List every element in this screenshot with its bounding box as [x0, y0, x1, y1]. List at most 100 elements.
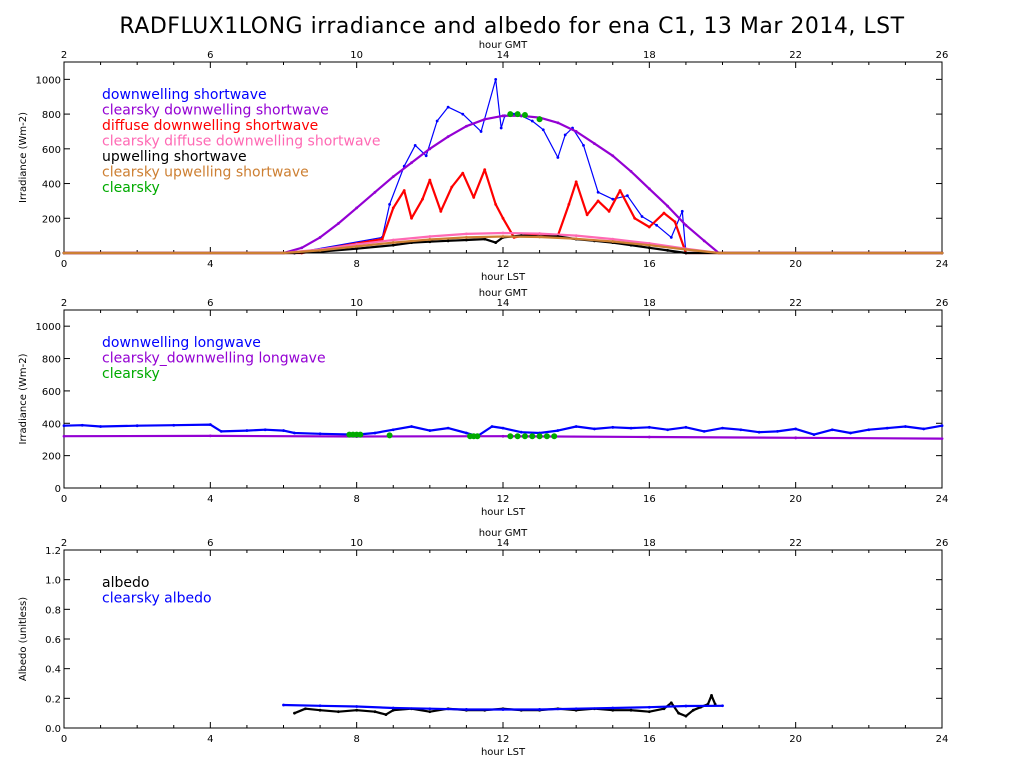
y-tick-label: 200	[42, 214, 61, 225]
x-tick-label: 24	[936, 734, 949, 745]
x2-tick-label: 14	[497, 538, 510, 549]
data-point	[355, 242, 359, 246]
data-point	[647, 246, 651, 250]
data-point	[574, 130, 578, 133]
x2-tick-label: 22	[789, 538, 802, 549]
data-point	[465, 431, 468, 435]
data-point	[680, 209, 684, 213]
data-point	[391, 706, 395, 710]
y-tick-label: 1000	[36, 322, 61, 333]
data-point	[541, 128, 545, 132]
data-point	[474, 433, 481, 440]
data-point	[318, 235, 322, 239]
data-point	[582, 143, 585, 147]
data-point	[388, 202, 391, 206]
data-point	[62, 434, 66, 438]
data-point	[940, 251, 944, 255]
y-tick-label: 0.2	[45, 694, 61, 705]
x2-tick-label: 6	[207, 50, 213, 61]
data-point	[501, 426, 505, 430]
data-point	[208, 423, 212, 426]
y-tick-label: 600	[42, 145, 61, 156]
x-tick-label: 12	[497, 259, 510, 270]
y-tick-label: 800	[42, 110, 61, 121]
data-point	[391, 708, 395, 712]
data-point	[446, 135, 450, 139]
data-point	[567, 202, 571, 206]
data-point	[501, 231, 505, 235]
data-point	[318, 704, 322, 708]
data-point	[62, 424, 66, 428]
data-point	[629, 708, 633, 712]
data-point	[435, 119, 439, 123]
data-point	[940, 437, 944, 441]
x-axis-label: hour LST	[481, 747, 526, 758]
data-point	[710, 693, 713, 697]
data-point	[318, 432, 322, 436]
data-point	[263, 428, 267, 432]
data-point	[373, 431, 377, 435]
data-point	[402, 189, 406, 192]
y-tick-label: 0.6	[45, 635, 61, 646]
data-point	[717, 251, 721, 255]
data-point	[208, 434, 212, 438]
legend-entry: clearsky	[102, 366, 160, 382]
data-point	[666, 428, 670, 432]
y-tick-label: 0.4	[45, 665, 61, 676]
data-point	[428, 178, 432, 182]
data-point	[629, 169, 633, 173]
x-tick-label: 0	[61, 259, 67, 270]
x2-tick-label: 18	[643, 50, 656, 61]
x2-tick-label: 22	[789, 50, 802, 61]
x2-tick-label: 14	[497, 50, 510, 61]
x2-tick-label: 26	[936, 298, 949, 309]
data-point	[640, 215, 644, 218]
data-point	[501, 216, 505, 220]
x-tick-label: 20	[789, 259, 802, 270]
data-point	[538, 235, 541, 239]
x-tick-label: 16	[643, 259, 656, 270]
data-point	[647, 243, 651, 247]
data-point	[465, 238, 468, 242]
data-point	[647, 425, 651, 429]
data-point	[574, 180, 578, 184]
data-point	[519, 430, 523, 434]
data-point	[99, 425, 102, 428]
data-point	[574, 234, 578, 238]
data-point	[702, 429, 706, 433]
data-point	[391, 175, 395, 179]
data-point	[450, 185, 454, 189]
data-point	[483, 117, 487, 121]
data-point	[684, 248, 688, 251]
data-point	[669, 235, 673, 239]
x-tick-label: 16	[643, 494, 656, 505]
x-axis-label: hour LST	[481, 272, 526, 283]
data-point	[472, 196, 476, 199]
data-point	[373, 190, 377, 194]
x2-tick-label: 14	[497, 298, 510, 309]
data-point	[439, 209, 443, 213]
y-tick-label: 0.8	[45, 605, 61, 616]
data-point	[940, 424, 944, 428]
x2-tick-label: 2	[61, 298, 67, 309]
data-point	[465, 708, 468, 711]
data-point	[629, 426, 633, 430]
data-point	[593, 427, 596, 431]
data-point	[336, 222, 340, 225]
data-point	[574, 237, 578, 241]
x2-axis-label: hour GMT	[479, 40, 528, 51]
data-point	[514, 111, 521, 118]
data-point	[391, 428, 395, 432]
x-tick-label: 20	[789, 494, 802, 505]
x-tick-label: 0	[61, 734, 67, 745]
data-point	[647, 435, 651, 439]
data-point	[428, 707, 432, 711]
data-point	[293, 711, 296, 715]
x2-tick-label: 6	[207, 538, 213, 549]
x2-tick-label: 2	[61, 538, 67, 549]
data-point	[355, 245, 359, 248]
data-point	[647, 710, 651, 714]
data-point	[849, 431, 852, 435]
data-point	[647, 705, 651, 709]
